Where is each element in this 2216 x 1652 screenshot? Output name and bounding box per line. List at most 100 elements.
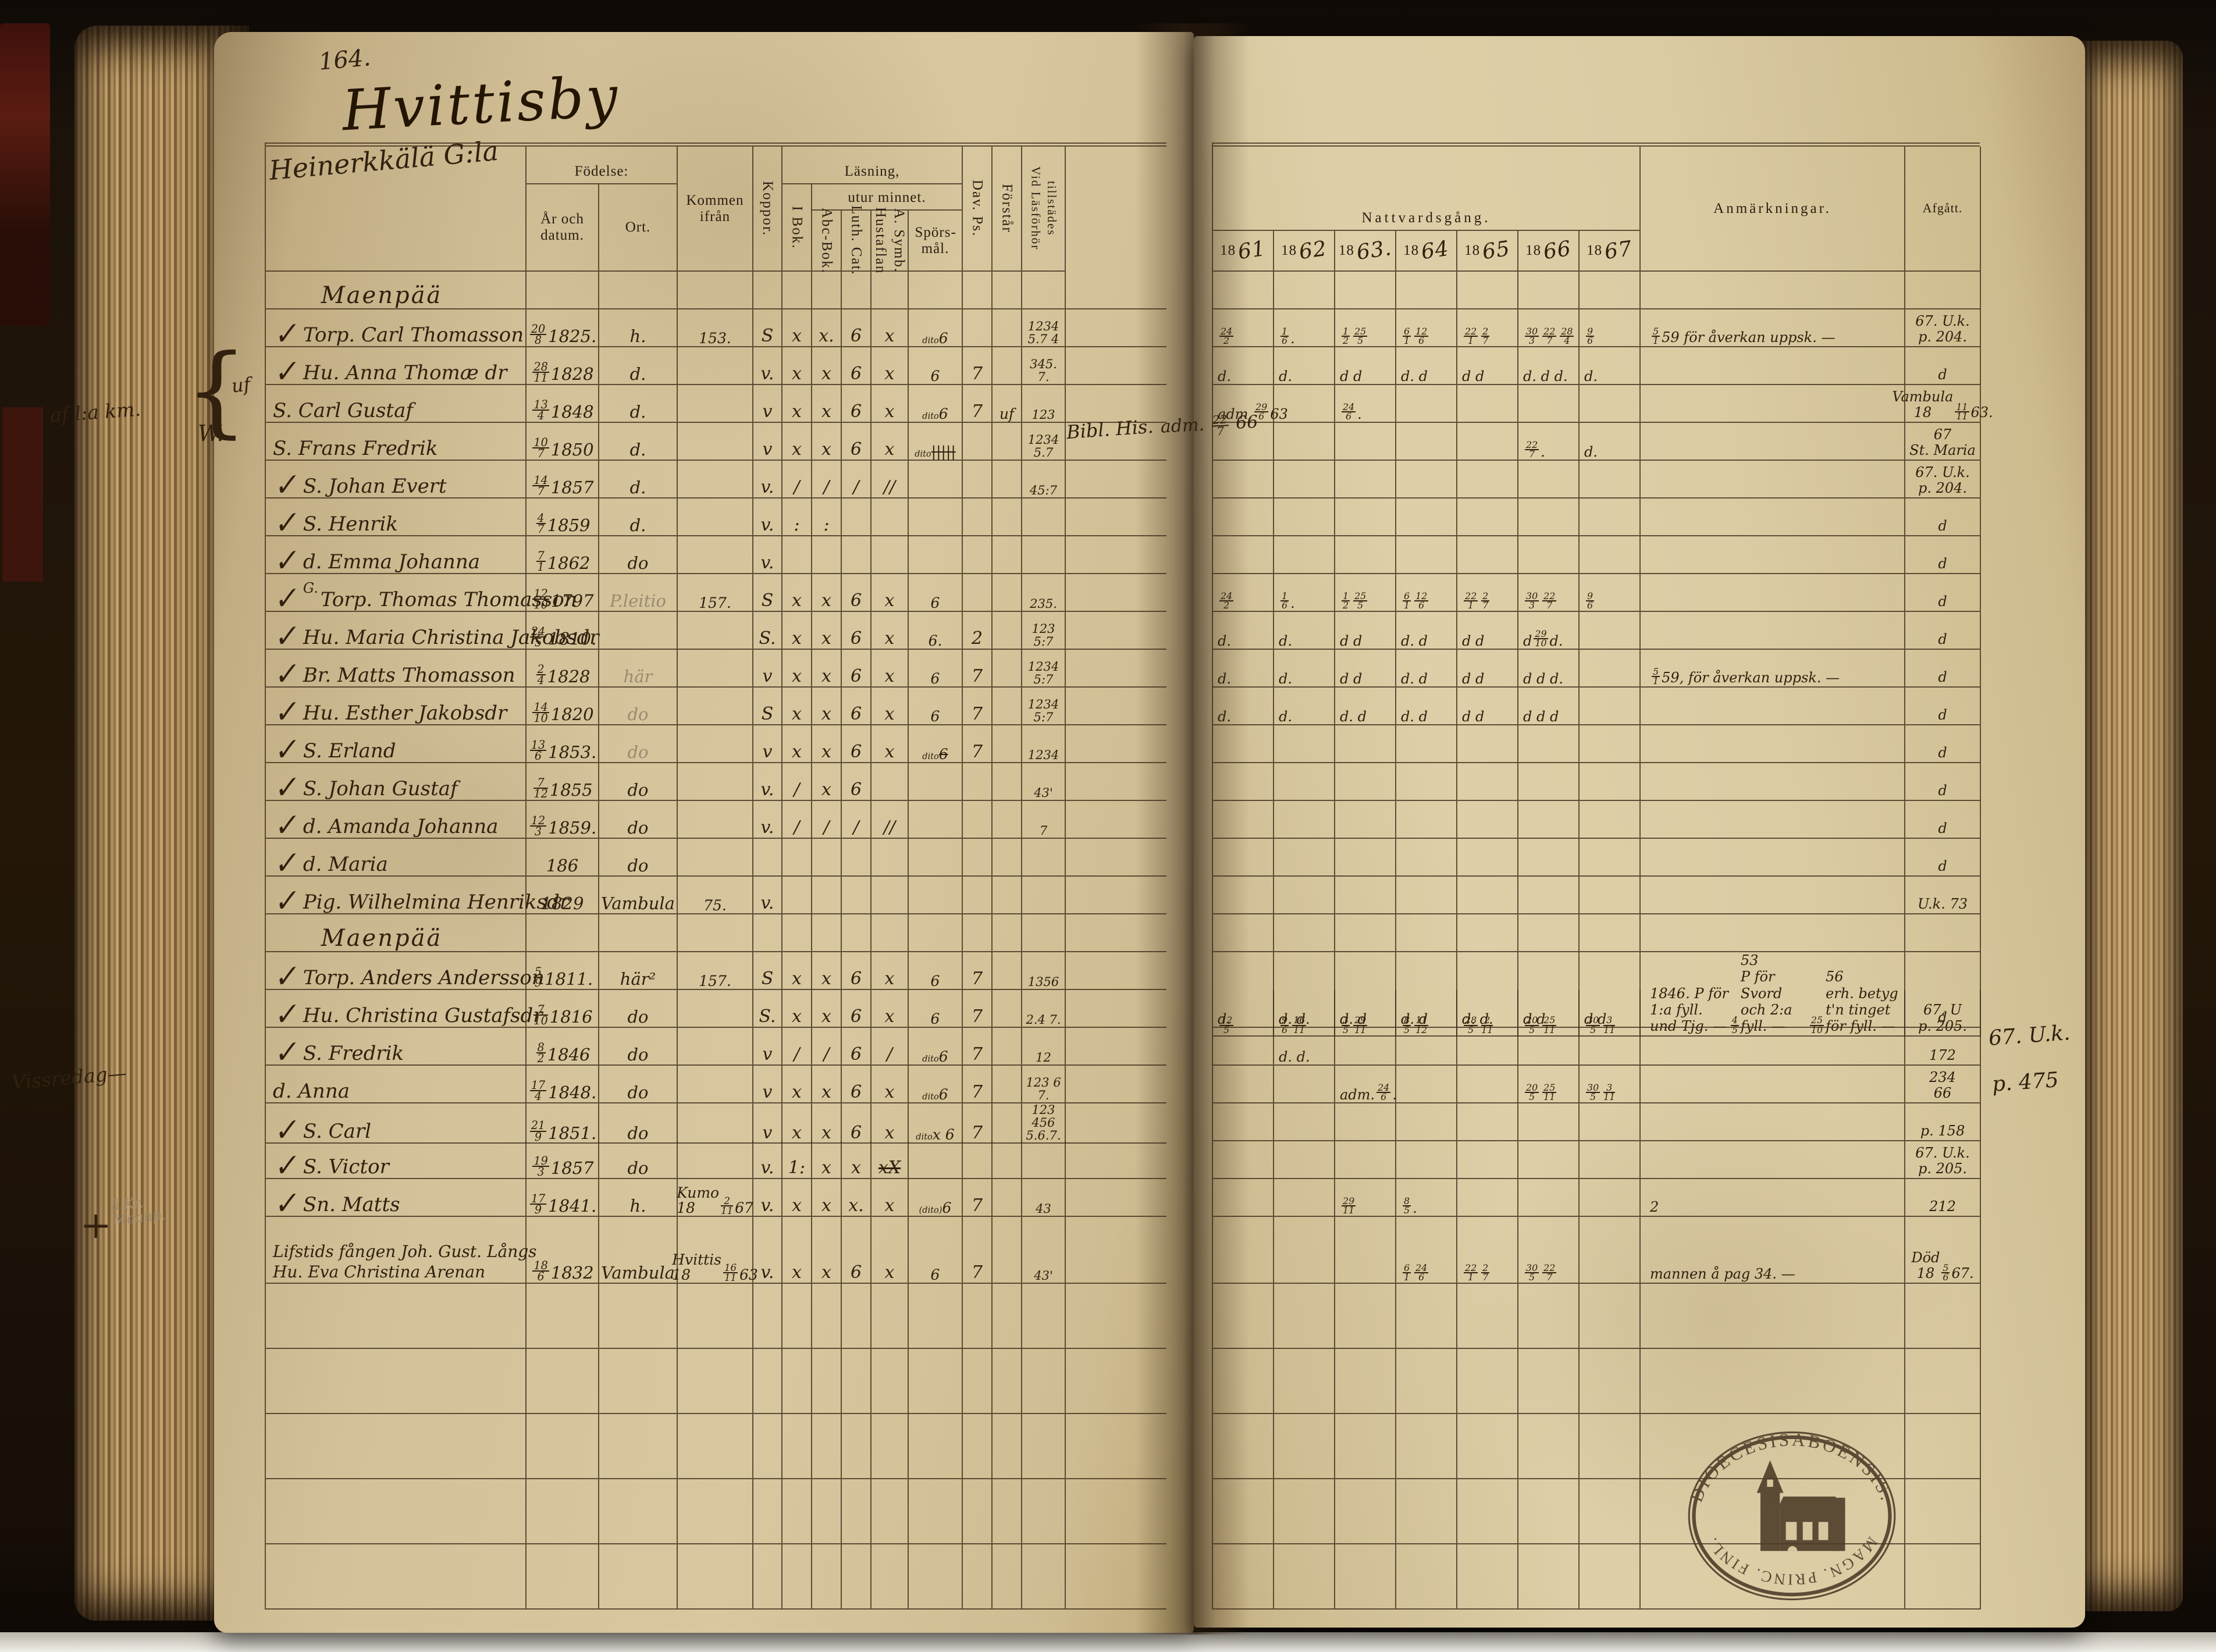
communion-cell-1862 [1274, 839, 1335, 877]
vid-lasforhor-label-2: tillstädes [1045, 181, 1059, 236]
birth-date-cell: 21 9 1851. [527, 1103, 599, 1144]
dav-ps-cell [963, 1141, 993, 1179]
name-cell: ✓ Hu. Esther Jakobsdr [266, 688, 527, 731]
birth-place-cell: d. [599, 499, 678, 536]
blank-row-left [266, 1544, 1166, 1610]
koppor-cell: S [753, 574, 782, 612]
empty-cell [266, 1414, 527, 1479]
communion-cell-1867 [1580, 650, 1641, 688]
koppor-cell: v [753, 650, 782, 688]
origin-cell [678, 801, 753, 839]
birth-place-cell: do [599, 1028, 678, 1066]
remarks-cell [1641, 763, 1905, 801]
empty-cell [527, 1544, 599, 1610]
empty-cell [527, 1479, 599, 1544]
year-hand-62: 62 [1297, 236, 1329, 264]
communion-cell-1864: d. d [1396, 990, 1457, 1028]
communion-cell-1861: d. [1213, 688, 1274, 725]
row-overflow-cell [1066, 1349, 1166, 1414]
empty-cell [909, 1479, 963, 1544]
empty-cell [993, 1284, 1022, 1349]
communion-cell-1865: d d [1457, 650, 1518, 688]
origin-cell [678, 1066, 753, 1103]
hustaflan-cell: x [872, 990, 909, 1028]
reading-group-header: Läsning, [782, 147, 963, 184]
forstar-cell [993, 650, 1022, 688]
empty-cell [527, 1284, 599, 1349]
communion-cell-1861: d. [1213, 990, 1274, 1028]
i-bok-cell: / [782, 801, 812, 839]
church-icon [1756, 1460, 1845, 1551]
i-bok-cell: / [782, 1028, 812, 1066]
communion-cell-1866 [1518, 763, 1580, 801]
forstar-cell [993, 1141, 1022, 1179]
communion-cell-1866 [1518, 499, 1580, 536]
diocese-stamp: DIOECESISABOENSIS. MAGN. PRINC. FINL. [1686, 1429, 1896, 1601]
row-overflow-cell [1066, 574, 1166, 612]
empty-cell [963, 1544, 993, 1610]
section-row-left: Maenpää [266, 272, 1166, 309]
communion-cell-1864: d. d [1396, 347, 1457, 385]
forstar-cell [993, 1066, 1022, 1103]
luth-cat-cell [842, 499, 872, 536]
communion-cell-1866 [1518, 461, 1580, 499]
row-overflow-cell [1066, 499, 1166, 536]
remarks-header: Anmärkningar. [1641, 147, 1905, 272]
communion-cell [1580, 1284, 1641, 1349]
name-cell: ✓ S. Henrik [266, 499, 527, 542]
name-cell: S. Frans Fredrik [266, 423, 527, 461]
empty-cell [963, 914, 993, 952]
name-cell: ✓ S. Carl [266, 1103, 527, 1149]
lasforhor-cell: 1234 5.7 [1022, 423, 1066, 461]
remarks-cell [1641, 1066, 1905, 1103]
nattvardsgang-label: Nattvardsgång. [1361, 210, 1491, 226]
communion-cell-1863 [1335, 763, 1396, 801]
communion-cell [1274, 1284, 1335, 1349]
record-row-left: ✓ Sn. Matts 17 9 1841. h. Kumo 18 2 11 67 v. x x x.… [266, 1179, 1166, 1222]
row-overflow-cell [1066, 1544, 1166, 1610]
dav-ps-cell [963, 536, 993, 574]
empty-cell [812, 1284, 842, 1349]
empty-cell [1022, 1479, 1066, 1544]
dav-ps-cell: 7 [963, 1028, 993, 1066]
communion-cell-1864 [1396, 499, 1457, 536]
departed-cell: d [1905, 763, 1981, 801]
row-overflow-cell [1066, 877, 1166, 914]
hustaflan-cell: x [872, 650, 909, 688]
origin-cell [678, 763, 753, 801]
row-overflow-cell [1066, 272, 1166, 309]
i-bok-cell: x [782, 385, 812, 423]
koppor-cell: S. [753, 990, 782, 1028]
hustaflan-cell: x [872, 385, 909, 423]
communion-cell-1865 [1457, 877, 1518, 914]
abc-book-header: Abc-Bok. [812, 208, 842, 273]
birth-date-cell: 20 8 1825. [527, 309, 599, 347]
communion-cell-1864 [1396, 423, 1457, 461]
record-row-right: d. d. 172 [1213, 1028, 1981, 1066]
row-overflow-cell [1066, 1028, 1166, 1066]
page-edges-right [2069, 41, 2183, 1611]
communion-cell-1865 [1457, 423, 1518, 461]
origin-cell [678, 990, 753, 1028]
communion-cell-1863: d. d [1335, 688, 1396, 725]
departed-cell: d [1905, 801, 1981, 839]
record-row-left: ✓ Hu. Anna Thomæ dr 28 11 1828 d. v. x x 6 x 6 7 345… [266, 347, 1166, 390]
birth-date-cell: 7 12 1855 [527, 763, 599, 801]
check-mark: ✓ [271, 580, 300, 617]
name-cell: ✓ d. Emma Johanna [266, 536, 527, 579]
hustaflan-cell: x [872, 1217, 909, 1284]
hustaflan-cell: x [872, 309, 909, 347]
dav-ps-cell: 7 [963, 385, 993, 423]
communion-cell [1213, 1284, 1274, 1349]
person-name: Sn. Matts [303, 1193, 400, 1217]
person-name: Hu. Anna Thomæ dr [303, 361, 507, 385]
section-name-cell: Maenpää [266, 914, 527, 952]
remarks-cell [1641, 499, 1905, 536]
blank-row-right [1213, 1284, 1981, 1349]
luth-cat-cell: 6 [842, 423, 872, 461]
